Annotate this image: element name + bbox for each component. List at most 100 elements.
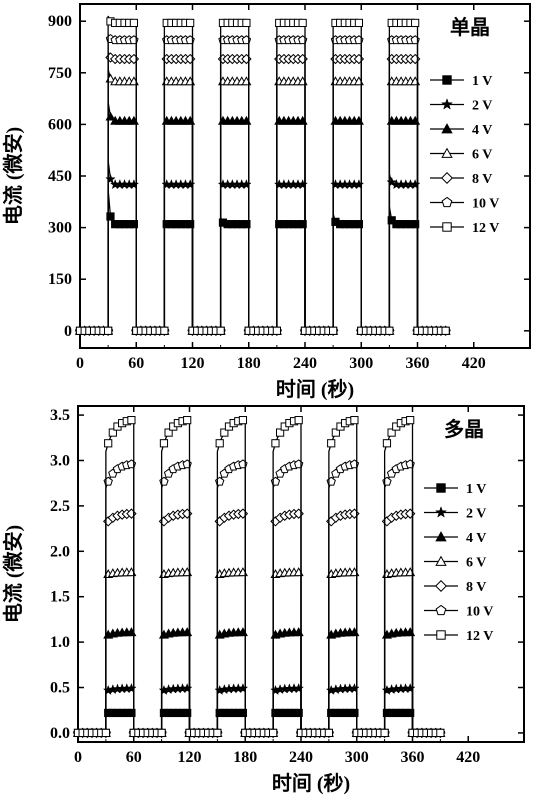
- y-tick-label: 1.5: [50, 589, 70, 606]
- legend-marker: [442, 75, 452, 85]
- legend-marker: [441, 196, 453, 208]
- data-point: [181, 682, 193, 694]
- x-tick-label: 300: [349, 355, 373, 372]
- panel-title: 单晶: [450, 15, 490, 39]
- series-line: [78, 631, 441, 734]
- data-point: [380, 728, 389, 738]
- series-12V: [75, 15, 450, 335]
- x-tick-label: 420: [462, 355, 486, 372]
- data-point: [297, 178, 308, 190]
- x-tick-label: 240: [293, 355, 317, 372]
- series-12V: [73, 416, 445, 738]
- data-point: [106, 212, 115, 221]
- data-point: [293, 682, 305, 694]
- y-tick-label: 3.5: [50, 407, 70, 424]
- data-point: [186, 220, 195, 229]
- data-point: [275, 428, 285, 437]
- y-tick-label: 750: [48, 65, 72, 82]
- data-point: [220, 428, 229, 437]
- legend-marker: [436, 483, 446, 493]
- data-point: [436, 728, 445, 738]
- data-point: [406, 708, 415, 718]
- legend-label: 6 V: [472, 148, 492, 163]
- data-point: [164, 428, 173, 437]
- legend-marker: [441, 147, 453, 158]
- series-4V: [73, 627, 446, 737]
- data-point: [386, 176, 398, 187]
- y-tick-label: 300: [48, 220, 72, 237]
- data-point: [129, 18, 139, 28]
- data-point: [329, 326, 338, 335]
- data-point: [350, 416, 359, 425]
- legend-marker: [435, 555, 447, 566]
- x-tick-label: 180: [237, 355, 261, 372]
- x-tick-label: 0: [74, 749, 82, 766]
- y-tick-label: 3.0: [50, 452, 70, 469]
- data-point: [127, 416, 136, 425]
- data-point: [184, 178, 196, 190]
- legend-marker: [440, 98, 454, 110]
- legend-marker: [435, 604, 447, 616]
- legend-label: 4 V: [466, 531, 486, 546]
- data-point: [242, 220, 251, 229]
- y-tick-label: 150: [48, 271, 72, 288]
- legend-label: 10 V: [466, 605, 493, 620]
- y-tick-label: 600: [48, 116, 72, 133]
- data-point: [183, 708, 192, 718]
- data-point: [104, 439, 113, 448]
- data-point: [272, 326, 281, 335]
- y-tick-label: 0.0: [50, 725, 70, 742]
- single-crystal-panel: 0 60 120 180 240 300 360 420 0 150 300 450 600 750 900…: [1, 3, 531, 401]
- data-point: [186, 18, 195, 28]
- legend-label: 6 V: [466, 556, 486, 571]
- data-point: [157, 728, 166, 738]
- data-point: [354, 220, 364, 229]
- data-point: [129, 220, 139, 229]
- legend: 1 V 2 V 4 V 6 V 8 V 10 V 12 V: [424, 482, 493, 644]
- legend-marker: [442, 222, 452, 232]
- x-tick-label: 360: [401, 749, 425, 766]
- data-point: [126, 682, 137, 694]
- data-point: [238, 416, 248, 425]
- legend-marker: [435, 580, 447, 592]
- data-point: [271, 439, 280, 448]
- legend-label: 8 V: [466, 580, 486, 595]
- series-line: [78, 512, 441, 734]
- data-point: [294, 416, 303, 425]
- legend-label: 10 V: [472, 197, 499, 212]
- data-point: [382, 439, 392, 448]
- x-tick-label: 0: [76, 355, 84, 372]
- legend-marker: [441, 172, 453, 184]
- x-tick-label: 60: [126, 749, 142, 766]
- legend-label: 12 V: [466, 629, 493, 644]
- y-axis-title: 电流 (微安): [1, 127, 25, 225]
- legend-label: 4 V: [472, 123, 492, 138]
- data-traces: [72, 416, 446, 739]
- legend-label: 1 V: [472, 74, 492, 89]
- data-point: [385, 326, 394, 335]
- legend-marker: [435, 531, 447, 542]
- series-line: [80, 51, 446, 332]
- series-line: [80, 69, 446, 332]
- legend-label: 1 V: [466, 482, 486, 497]
- x-tick-label: 360: [406, 355, 430, 372]
- y-tick-label: 2.0: [50, 543, 70, 560]
- data-point: [159, 439, 169, 448]
- x-axis-title: 时间 (秒): [272, 771, 350, 795]
- y-tick-label: 900: [48, 13, 72, 30]
- series-line: [80, 189, 446, 332]
- data-point: [104, 326, 113, 335]
- data-point: [350, 708, 359, 718]
- y-tick-label: 450: [48, 168, 72, 185]
- x-axis-title: 时间 (秒): [276, 377, 354, 401]
- y-tick-label: 2.5: [50, 498, 70, 515]
- data-point: [409, 178, 421, 190]
- x-tick-label: 420: [456, 749, 480, 766]
- series-1V: [75, 189, 450, 335]
- data-point: [411, 220, 420, 229]
- x-tick-label: 180: [233, 749, 257, 766]
- data-point: [294, 708, 303, 718]
- data-point: [324, 728, 333, 738]
- data-point: [127, 708, 136, 718]
